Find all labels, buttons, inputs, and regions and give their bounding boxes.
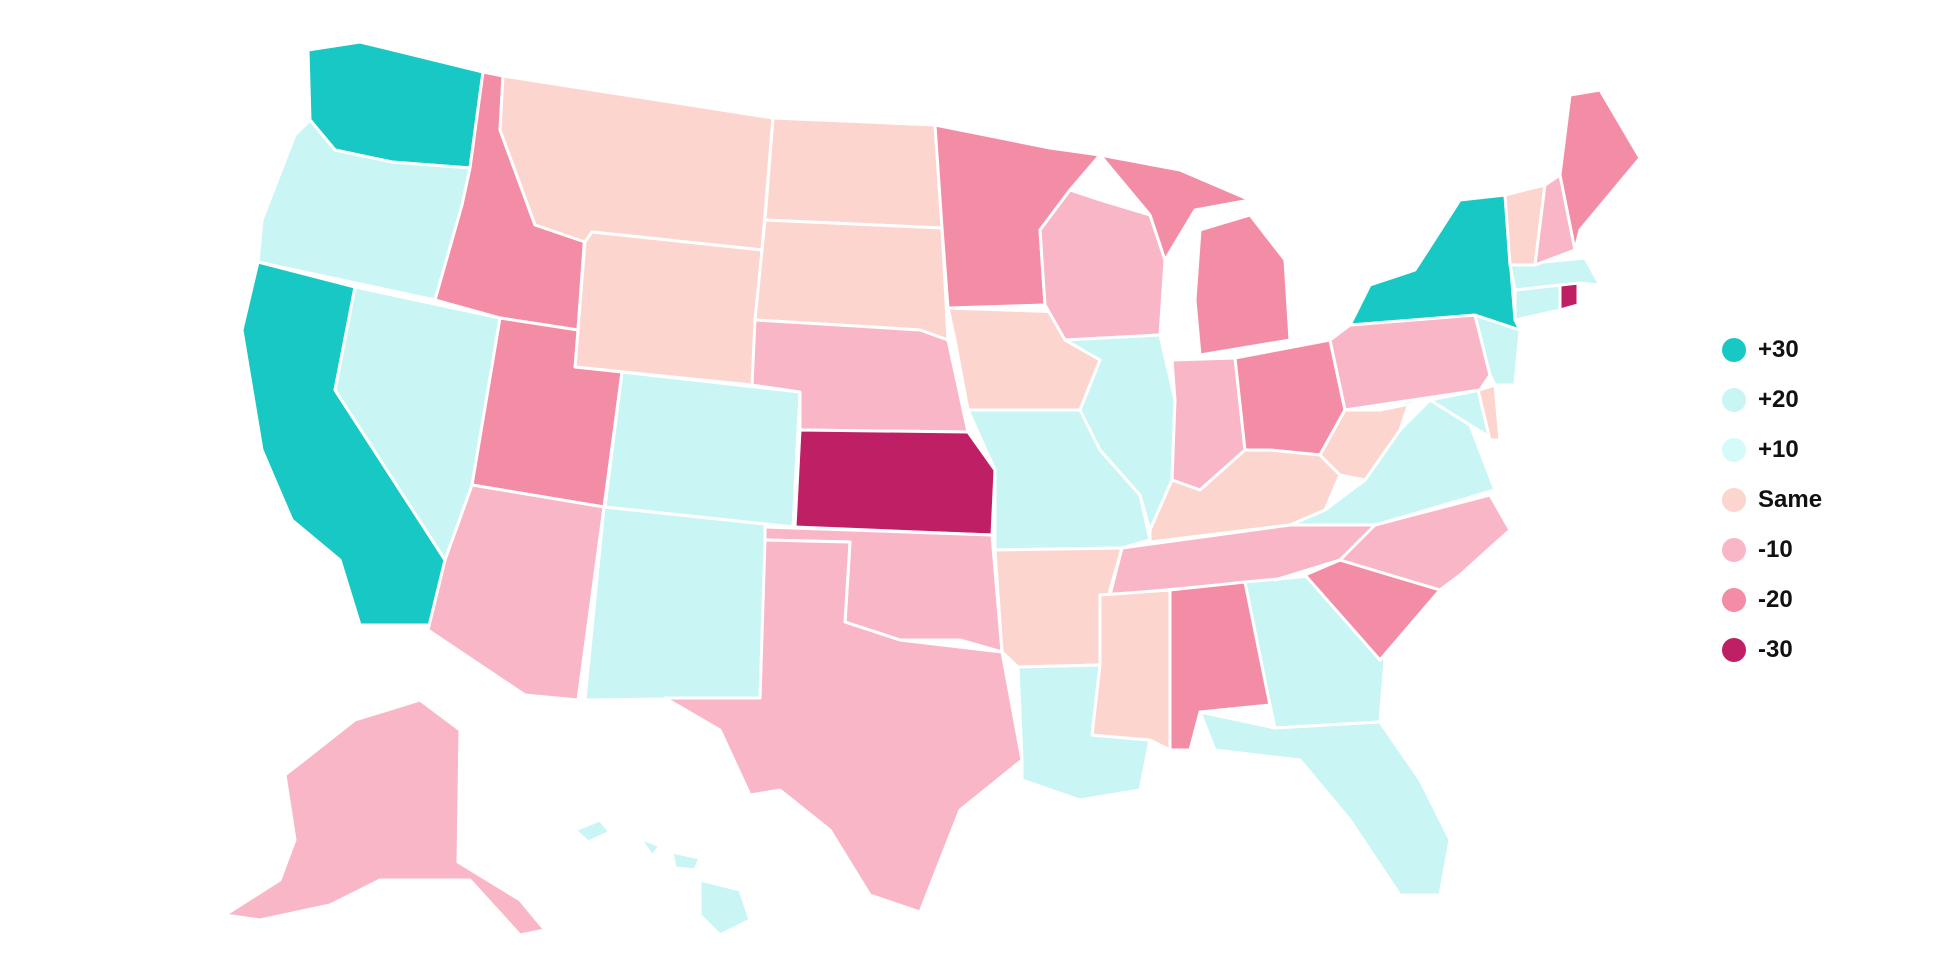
legend-item-plus-30: +30 [1722,325,1922,375]
legend-label: +20 [1758,386,1799,413]
legend-item-minus-30: -30 [1722,625,1922,675]
legend-swatch [1722,488,1746,512]
legend-swatch [1722,638,1746,662]
state-ny[interactable] [1348,193,1522,332]
legend-label: -10 [1758,536,1793,563]
legend-label: -20 [1758,586,1793,613]
legend-item-minus-10: -10 [1722,525,1922,575]
state-me[interactable] [1558,88,1642,252]
legend-swatch [1722,338,1746,362]
state-hi[interactable] [573,818,752,937]
legend-item-plus-20: +20 [1722,375,1922,425]
state-tx[interactable] [663,538,1024,914]
legend-swatch [1722,388,1746,412]
state-ri[interactable] [1558,281,1580,312]
legend: +30 +20 +10 Same -10 -20 -30 [1722,325,1922,675]
legend-item-plus-10: +10 [1722,425,1922,475]
legend-label: Same [1758,486,1823,513]
legend-label: +10 [1758,436,1799,463]
legend-item-minus-20: -20 [1722,575,1922,625]
legend-swatch [1722,438,1746,462]
state-nc[interactable] [1273,493,1512,592]
state-wy[interactable] [573,230,764,387]
state-de[interactable] [1476,383,1502,442]
legend-label: -30 [1758,636,1793,663]
state-il[interactable] [1063,333,1177,532]
state-nd[interactable] [763,116,944,230]
state-co[interactable] [603,370,802,529]
legend-swatch [1722,538,1746,562]
legend-swatch [1722,588,1746,612]
state-ks[interactable] [793,428,997,537]
state-ms[interactable] [1090,588,1172,752]
state-ak[interactable] [223,698,547,937]
state-mt[interactable] [498,74,775,252]
legend-label: +30 [1758,336,1799,363]
legend-item-same: Same [1722,475,1922,525]
state-fl[interactable] [1198,710,1452,897]
state-mi[interactable] [1098,153,1292,357]
